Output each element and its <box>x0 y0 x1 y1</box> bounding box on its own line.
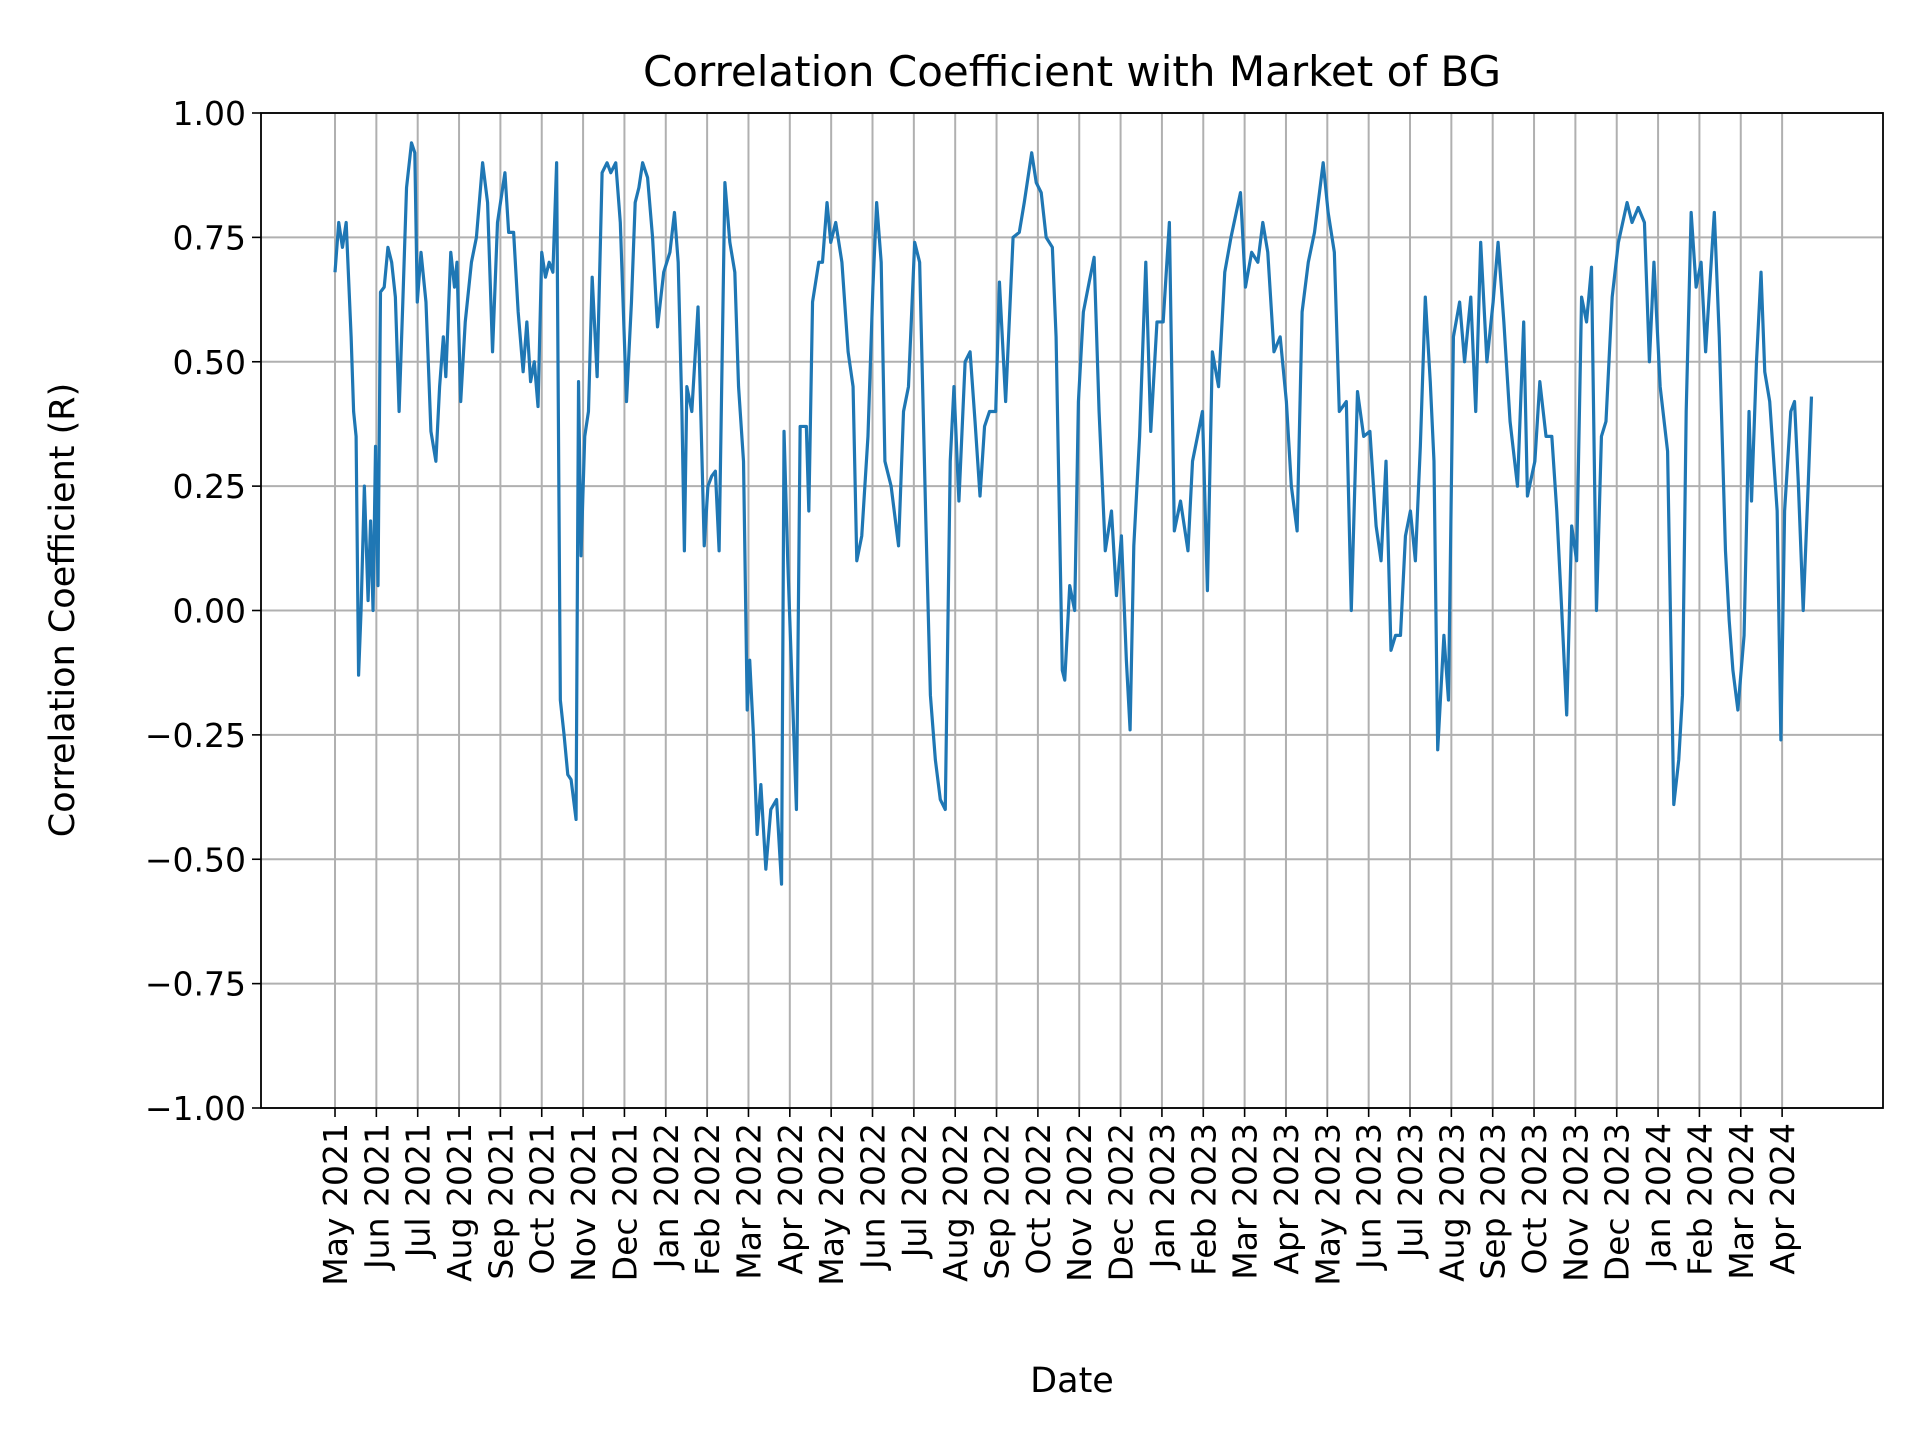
x-tick-label: Feb 2024 <box>1680 1123 1719 1276</box>
y-axis-label: Correlation Coefficient (R) <box>43 383 83 838</box>
x-tick-label: Feb 2022 <box>688 1123 727 1276</box>
x-tick-label: Nov 2023 <box>1556 1123 1595 1282</box>
y-tick-label: −0.75 <box>145 965 246 1004</box>
x-tick-label: Nov 2022 <box>1060 1123 1099 1282</box>
x-tick-label: Dec 2021 <box>605 1123 644 1281</box>
y-tick-label: 0.00 <box>173 592 246 631</box>
chart-title: Correlation Coefficient with Market of B… <box>643 47 1501 96</box>
x-tick-label: Apr 2024 <box>1763 1123 1802 1275</box>
x-tick-label: Sep 2021 <box>481 1123 520 1280</box>
x-tick-label: Apr 2023 <box>1267 1123 1306 1275</box>
y-tick-label: −0.50 <box>145 840 246 879</box>
x-tick-label: Sep 2023 <box>1474 1123 1513 1280</box>
x-tick-label: May 2021 <box>316 1123 355 1286</box>
x-tick-label: Oct 2022 <box>1019 1123 1058 1275</box>
x-tick-label: Apr 2022 <box>771 1123 810 1275</box>
y-tick-label: 0.25 <box>173 467 246 506</box>
x-tick-label: May 2022 <box>812 1123 851 1286</box>
x-tick-label: Nov 2021 <box>564 1123 603 1282</box>
x-tick-label: Aug 2021 <box>440 1123 479 1282</box>
x-tick-label: Feb 2023 <box>1184 1123 1223 1276</box>
x-tick-label: Dec 2023 <box>1598 1123 1637 1281</box>
x-tick-label: Aug 2022 <box>936 1123 975 1282</box>
x-tick-label: Jan 2024 <box>1639 1123 1678 1270</box>
x-tick-label: Mar 2024 <box>1722 1123 1761 1280</box>
x-tick-label: Dec 2022 <box>1102 1123 1141 1281</box>
data-line <box>333 141 1814 886</box>
x-tick-label: Jan 2023 <box>1143 1123 1182 1270</box>
x-tick-label: Jan 2022 <box>647 1123 686 1270</box>
x-tick-label: Jun 2022 <box>854 1123 893 1271</box>
x-tick-label: Oct 2023 <box>1515 1123 1554 1275</box>
x-tick-label: Mar 2022 <box>729 1123 768 1280</box>
y-tick-label: 1.00 <box>173 94 246 133</box>
x-axis-label: Date <box>1030 1361 1114 1401</box>
x-tick-label: Aug 2023 <box>1432 1123 1471 1282</box>
plot-frame <box>260 112 1884 1109</box>
y-tick-label: 0.50 <box>173 343 246 382</box>
x-tick-label: May 2023 <box>1308 1123 1347 1286</box>
y-tick-label: −1.00 <box>145 1089 246 1128</box>
x-tick-label: Mar 2023 <box>1226 1123 1265 1280</box>
y-tick-label: −0.25 <box>145 716 246 755</box>
x-tick-label: Jun 2023 <box>1350 1123 1389 1271</box>
x-tick-label: Jul 2023 <box>1391 1123 1430 1259</box>
x-tick-label: Jun 2021 <box>357 1123 396 1271</box>
x-tick-label: Jul 2021 <box>399 1123 438 1259</box>
x-tick-label: Sep 2022 <box>978 1123 1017 1280</box>
x-tick-label: Oct 2021 <box>523 1123 562 1275</box>
y-tick-label: 0.75 <box>173 218 246 257</box>
x-tick-label: Jul 2022 <box>895 1123 934 1259</box>
